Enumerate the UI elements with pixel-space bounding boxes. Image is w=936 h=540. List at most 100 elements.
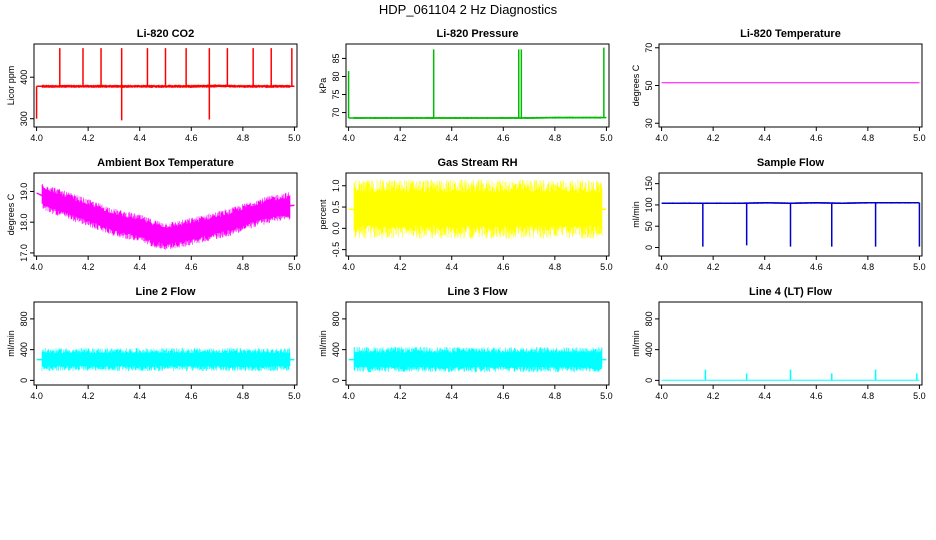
plot-frame	[658, 172, 923, 257]
x-tick-label: 4.2	[707, 262, 720, 272]
x-tick-label: 4.6	[185, 262, 198, 272]
y-axis-label: degrees C	[6, 193, 16, 235]
y-tick-label: 0	[644, 245, 654, 250]
chart-rh: Gas Stream RH 4.0 4.2 4.4 4.6 4.8 5.0 -0.5 0.0 0.…	[318, 157, 613, 272]
y-tick-label: 50	[644, 80, 654, 90]
x-tick-label: 4.6	[497, 133, 510, 143]
chart-title: Gas Stream RH	[437, 157, 517, 169]
x-tick-label: 4.6	[185, 133, 198, 143]
y-tick-label: 100	[644, 197, 654, 212]
y-tick-label: 0.5	[331, 201, 341, 214]
chart-title: Line 3 Flow	[448, 286, 508, 298]
x-tick-label: 4.2	[394, 391, 407, 401]
chart-title: Li-820 Temperature	[740, 28, 841, 40]
y-tick-label: 85	[331, 53, 341, 63]
x-tick-label: 4.4	[133, 133, 146, 143]
plot-frame	[658, 43, 923, 128]
y-tick-label: 70	[331, 108, 341, 118]
x-tick-label: 5.0	[288, 391, 301, 401]
chart-line4: Line 4 (LT) Flow 4.0 4.2 4.4 4.6 4.8 5.0 0 400 80…	[631, 286, 926, 401]
y-tick-label: 19.0	[19, 183, 29, 201]
y-axis-label: percent	[318, 199, 328, 230]
x-tick-label: 4.2	[394, 133, 407, 143]
y-axis-label: degrees C	[631, 64, 641, 106]
x-tick-label: 4.2	[82, 391, 95, 401]
x-tick-label: 5.0	[913, 391, 926, 401]
chart-title: Li-820 CO2	[137, 28, 194, 40]
plot-frame	[345, 301, 610, 386]
plot-frame	[33, 301, 298, 386]
x-tick-label: 4.2	[82, 133, 95, 143]
x-tick-label: 5.0	[913, 262, 926, 272]
x-tick-label: 4.0	[655, 391, 668, 401]
y-tick-label: 400	[19, 342, 29, 357]
x-tick-label: 4.4	[758, 391, 771, 401]
x-tick-label: 4.6	[497, 391, 510, 401]
x-tick-label: 5.0	[913, 133, 926, 143]
figure-title: HDP_061104 2 Hz Diagnostics	[379, 2, 558, 17]
chart-pressure: Li-820 Pressure 4.0 4.2 4.4 4.6 4.8 5.0 70 75 80 8…	[318, 28, 613, 143]
y-tick-label: 400	[644, 342, 654, 357]
y-tick-label: 18.0	[19, 213, 29, 231]
y-tick-label: 800	[19, 311, 29, 326]
y-tick-label: 17.0	[19, 244, 29, 262]
x-tick-label: 4.0	[30, 262, 43, 272]
chart-title: Sample Flow	[757, 157, 825, 169]
x-tick-label: 4.6	[497, 262, 510, 272]
x-tick-label: 4.4	[133, 391, 146, 401]
x-tick-label: 4.2	[707, 391, 720, 401]
y-axis-label: Licor ppm	[6, 66, 16, 106]
plot-frame	[345, 172, 610, 257]
x-tick-label: 4.0	[30, 391, 43, 401]
x-tick-label: 4.4	[758, 262, 771, 272]
x-tick-label: 4.0	[342, 262, 355, 272]
y-tick-label: 0.0	[331, 222, 341, 235]
x-tick-label: 4.2	[707, 133, 720, 143]
x-tick-label: 4.4	[445, 391, 458, 401]
y-axis-label: ml/min	[6, 330, 16, 357]
y-axis-label: ml/min	[631, 201, 641, 228]
y-tick-label: 70	[644, 43, 654, 53]
x-tick-label: 4.8	[549, 391, 562, 401]
x-tick-label: 4.0	[655, 262, 668, 272]
x-tick-label: 4.2	[82, 262, 95, 272]
chart-sampleflow: Sample Flow 4.0 4.2 4.4 4.6 4.8 5.0 0 50 100 150ml…	[631, 157, 926, 272]
x-tick-label: 4.2	[394, 262, 407, 272]
y-tick-label: 0	[331, 378, 341, 383]
x-tick-label: 4.0	[342, 391, 355, 401]
y-tick-label: 800	[644, 311, 654, 326]
y-tick-label: 300	[19, 111, 29, 126]
x-tick-label: 5.0	[600, 262, 613, 272]
x-tick-label: 5.0	[600, 391, 613, 401]
chart-temperature: Li-820 Temperature 4.0 4.2 4.4 4.6 4.8 5.0 30 50…	[631, 28, 926, 143]
x-tick-label: 4.4	[445, 262, 458, 272]
y-tick-label: 30	[644, 118, 654, 128]
plot-frame	[33, 43, 298, 128]
y-axis-label: ml/min	[318, 330, 328, 357]
x-tick-label: 4.8	[549, 133, 562, 143]
x-tick-label: 4.8	[549, 262, 562, 272]
series-band	[41, 184, 291, 250]
chart-co2: Li-820 CO2 4.0 4.2 4.4 4.6 4.8 5.0 300 400Licor …	[6, 28, 301, 143]
chart-title: Ambient Box Temperature	[97, 157, 234, 169]
x-tick-label: 4.4	[133, 262, 146, 272]
x-tick-label: 5.0	[288, 133, 301, 143]
x-tick-label: 4.8	[862, 133, 875, 143]
plot-frame	[345, 43, 610, 128]
x-tick-label: 4.4	[445, 133, 458, 143]
x-tick-label: 4.8	[862, 262, 875, 272]
y-tick-label: 50	[644, 221, 654, 231]
y-tick-label: 75	[331, 90, 341, 100]
y-tick-label: 80	[331, 71, 341, 81]
x-tick-label: 4.6	[185, 391, 198, 401]
x-tick-label: 4.6	[810, 262, 823, 272]
x-tick-label: 4.4	[758, 133, 771, 143]
x-tick-label: 4.8	[862, 391, 875, 401]
series-line	[36, 192, 295, 237]
y-tick-label: 400	[331, 342, 341, 357]
y-tick-label: -0.5	[331, 242, 341, 258]
x-tick-label: 4.0	[342, 133, 355, 143]
y-tick-label: 0	[644, 378, 654, 383]
x-tick-label: 5.0	[600, 133, 613, 143]
